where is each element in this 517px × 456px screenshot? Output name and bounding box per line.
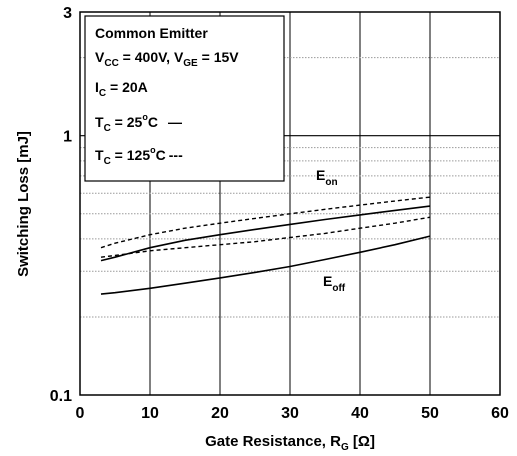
eoff-sub: off bbox=[332, 283, 345, 294]
y-tick-labels: 0.1 1 3 bbox=[50, 5, 72, 405]
vcc-label: V bbox=[95, 49, 105, 65]
plot-frame bbox=[79, 11, 501, 396]
eoff-label: Eoff bbox=[323, 273, 346, 294]
series-line bbox=[100, 196, 431, 249]
vge-sub: GE bbox=[183, 58, 198, 69]
legend-dashed-marker: --- bbox=[169, 147, 183, 163]
tc25-value: = 25 bbox=[111, 114, 143, 130]
y-axis-label: Switching Loss [mJ] bbox=[15, 131, 32, 277]
tc25-unit: C bbox=[148, 114, 158, 130]
vge-value: = 15V bbox=[198, 49, 240, 65]
x-tick-label: 40 bbox=[351, 405, 369, 422]
eon-label: Eon bbox=[316, 167, 338, 188]
series-lines bbox=[100, 196, 431, 295]
x-axis-label-main: Gate Resistance, R bbox=[205, 433, 341, 450]
series-line bbox=[100, 205, 431, 262]
x-tick-label: 30 bbox=[281, 405, 299, 422]
y-tick-label: 1 bbox=[63, 129, 72, 146]
legend-box bbox=[84, 15, 285, 182]
series-line bbox=[100, 216, 431, 258]
tc125-sub: C bbox=[104, 156, 111, 167]
x-tick-label: 60 bbox=[491, 405, 509, 422]
x-tick-labels: 0 10 20 30 40 50 60 bbox=[76, 405, 509, 422]
tc125-degree: o bbox=[150, 145, 156, 155]
legend-solid-marker: — bbox=[168, 114, 182, 130]
tc25-label: T bbox=[95, 114, 104, 130]
ic-value: = 20A bbox=[106, 79, 148, 95]
eoff-main: E bbox=[323, 273, 332, 289]
x-tick-label: 20 bbox=[211, 405, 229, 422]
tc125-unit: C bbox=[156, 147, 166, 163]
y-tick-label: 3 bbox=[63, 5, 72, 22]
tc25-degree: o bbox=[142, 112, 148, 122]
tc125-label: T bbox=[95, 147, 104, 163]
x-axis-label-sub: G bbox=[341, 442, 349, 453]
legend-line-current: IC = 20A bbox=[95, 79, 148, 99]
x-axis-label: Gate Resistance, RG [Ω] bbox=[205, 433, 375, 453]
vcc-value: = 400V, V bbox=[119, 49, 184, 65]
series-line bbox=[100, 235, 431, 295]
ic-sub: C bbox=[99, 88, 106, 99]
ic-label: I bbox=[95, 79, 99, 95]
tc125-value: = 125 bbox=[111, 147, 151, 163]
y-tick-label: 0.1 bbox=[50, 388, 72, 405]
legend-line-common-emitter: Common Emitter bbox=[95, 25, 208, 41]
x-tick-label: 10 bbox=[141, 405, 159, 422]
eon-sub: on bbox=[325, 177, 337, 188]
x-tick-label: 50 bbox=[421, 405, 439, 422]
legend-line-tc25: TC = 25oC — bbox=[95, 112, 182, 134]
eon-main: E bbox=[316, 167, 325, 183]
x-tick-label: 0 bbox=[76, 405, 85, 422]
x-axis-label-unit: [Ω] bbox=[349, 433, 375, 450]
tc25-sub: C bbox=[104, 123, 111, 134]
legend-line-voltages: VCC = 400V, VGE = 15V bbox=[95, 49, 239, 69]
legend-line-tc125: TC = 125oC --- bbox=[95, 145, 183, 167]
vcc-sub: CC bbox=[104, 58, 118, 69]
